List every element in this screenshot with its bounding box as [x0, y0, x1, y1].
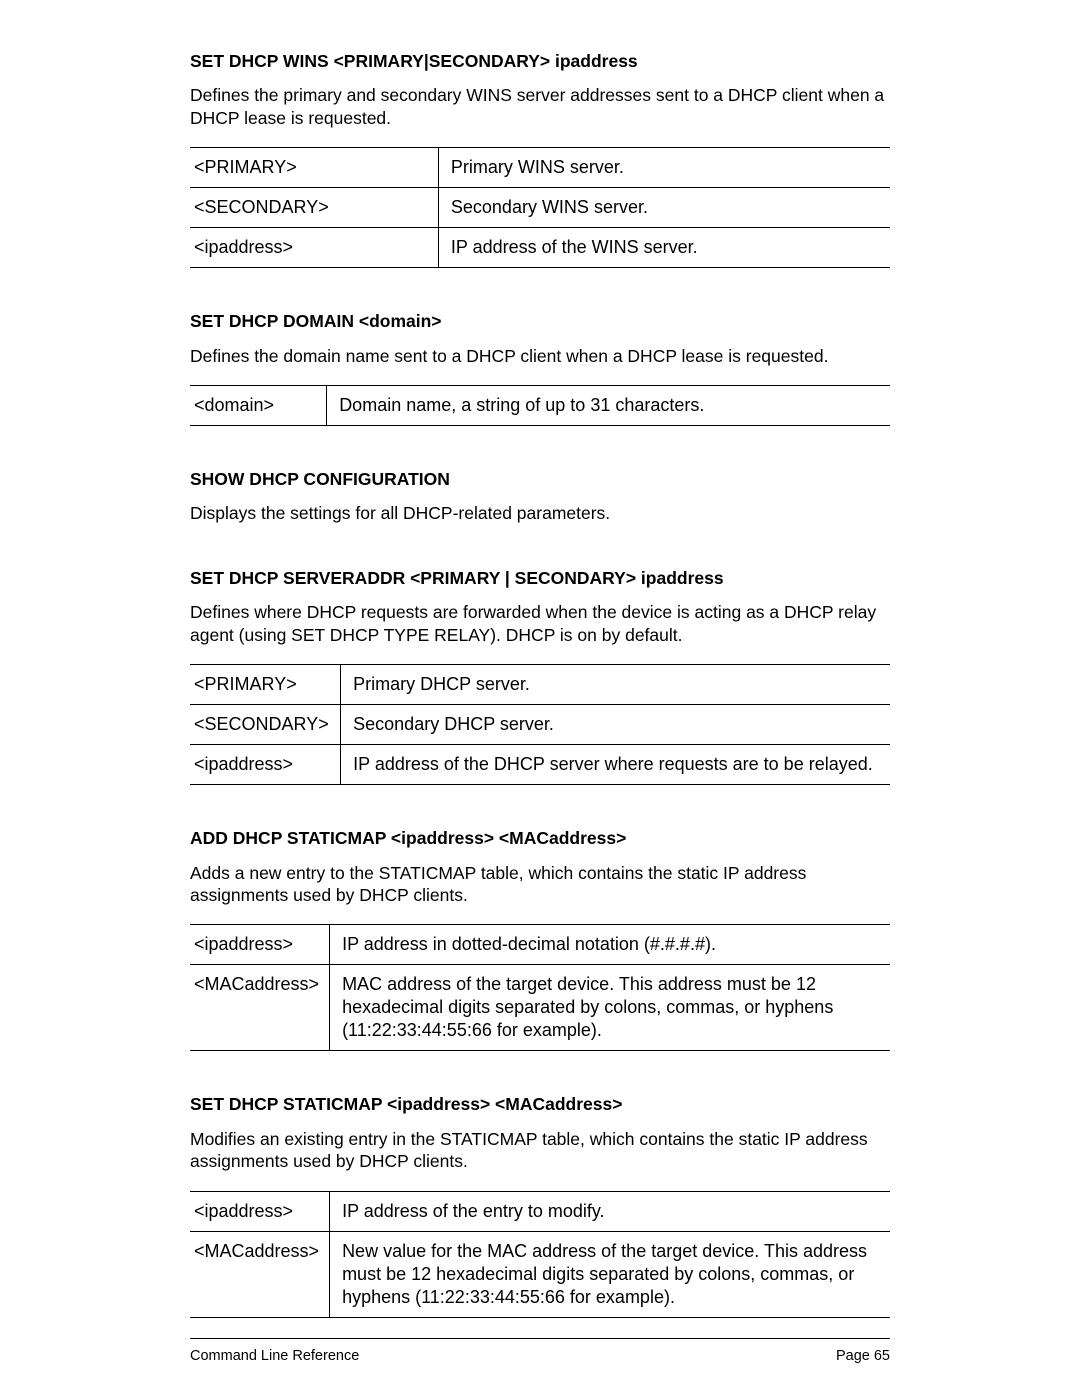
params-table: <ipaddress> IP address of the entry to m… — [190, 1191, 890, 1318]
description: Adds a new entry to the STATICMAP table,… — [190, 862, 890, 907]
heading: SET DHCP SERVERADDR <PRIMARY | SECONDARY… — [190, 567, 890, 589]
desc-cell: Primary DHCP server. — [341, 665, 890, 705]
params-table: <domain> Domain name, a string of up to … — [190, 385, 890, 426]
param-cell: <PRIMARY> — [190, 665, 341, 705]
footer: Command Line Reference Page 65 — [190, 1338, 890, 1366]
param-cell: <ipaddress> — [190, 1191, 330, 1231]
param-cell: <ipaddress> — [190, 925, 330, 965]
table-row: <MACaddress> MAC address of the target d… — [190, 965, 890, 1051]
footer-left: Command Line Reference — [190, 1347, 359, 1366]
heading: SHOW DHCP CONFIGURATION — [190, 468, 890, 490]
table-row: <ipaddress> IP address of the entry to m… — [190, 1191, 890, 1231]
desc-cell: Secondary WINS server. — [438, 188, 890, 228]
param-cell: <MACaddress> — [190, 1231, 330, 1317]
heading: SET DHCP STATICMAP <ipaddress> <MACaddre… — [190, 1093, 890, 1115]
param-cell: <ipaddress> — [190, 745, 341, 785]
param-cell: <MACaddress> — [190, 965, 330, 1051]
param-cell: <domain> — [190, 386, 327, 426]
desc-cell: Domain name, a string of up to 31 charac… — [327, 386, 890, 426]
table-row: <PRIMARY> Primary WINS server. — [190, 148, 890, 188]
table-row: <SECONDARY> Secondary WINS server. — [190, 188, 890, 228]
param-cell: <SECONDARY> — [190, 705, 341, 745]
description: Defines the domain name sent to a DHCP c… — [190, 345, 890, 367]
table-row: <PRIMARY> Primary DHCP server. — [190, 665, 890, 705]
table-row: <domain> Domain name, a string of up to … — [190, 386, 890, 426]
description: Modifies an existing entry in the STATIC… — [190, 1128, 890, 1173]
desc-cell: Secondary DHCP server. — [341, 705, 890, 745]
params-table: <PRIMARY> Primary DHCP server. <SECONDAR… — [190, 664, 890, 785]
table-row: <ipaddress> IP address of the DHCP serve… — [190, 745, 890, 785]
description: Defines where DHCP requests are forwarde… — [190, 601, 890, 646]
desc-cell: IP address in dotted-decimal notation (#… — [330, 925, 890, 965]
section-set-dhcp-wins: SET DHCP WINS <PRIMARY|SECONDARY> ipaddr… — [190, 50, 890, 268]
param-cell: <SECONDARY> — [190, 188, 438, 228]
section-set-dhcp-serveraddr: SET DHCP SERVERADDR <PRIMARY | SECONDARY… — [190, 567, 890, 785]
heading: SET DHCP WINS <PRIMARY|SECONDARY> ipaddr… — [190, 50, 890, 72]
heading: SET DHCP DOMAIN <domain> — [190, 310, 890, 332]
page: SET DHCP WINS <PRIMARY|SECONDARY> ipaddr… — [0, 0, 1080, 1395]
desc-cell: IP address of the entry to modify. — [330, 1191, 890, 1231]
desc-cell: Primary WINS server. — [438, 148, 890, 188]
heading: ADD DHCP STATICMAP <ipaddress> <MACaddre… — [190, 827, 890, 849]
table-row: <SECONDARY> Secondary DHCP server. — [190, 705, 890, 745]
table-row: <ipaddress> IP address in dotted-decimal… — [190, 925, 890, 965]
desc-cell: MAC address of the target device. This a… — [330, 965, 890, 1051]
desc-cell: IP address of the DHCP server where requ… — [341, 745, 890, 785]
section-add-dhcp-staticmap: ADD DHCP STATICMAP <ipaddress> <MACaddre… — [190, 827, 890, 1051]
desc-cell: IP address of the WINS server. — [438, 228, 890, 268]
desc-cell: New value for the MAC address of the tar… — [330, 1231, 890, 1317]
footer-right: Page 65 — [836, 1347, 890, 1366]
description: Displays the settings for all DHCP-relat… — [190, 502, 890, 524]
param-cell: <ipaddress> — [190, 228, 438, 268]
section-set-dhcp-domain: SET DHCP DOMAIN <domain> Defines the dom… — [190, 310, 890, 426]
section-set-dhcp-staticmap: SET DHCP STATICMAP <ipaddress> <MACaddre… — [190, 1093, 890, 1317]
description: Defines the primary and secondary WINS s… — [190, 84, 890, 129]
table-row: <MACaddress> New value for the MAC addre… — [190, 1231, 890, 1317]
table-row: <ipaddress> IP address of the WINS serve… — [190, 228, 890, 268]
param-cell: <PRIMARY> — [190, 148, 438, 188]
params-table: <ipaddress> IP address in dotted-decimal… — [190, 924, 890, 1051]
params-table: <PRIMARY> Primary WINS server. <SECONDAR… — [190, 147, 890, 268]
section-show-dhcp-config: SHOW DHCP CONFIGURATION Displays the set… — [190, 468, 890, 525]
